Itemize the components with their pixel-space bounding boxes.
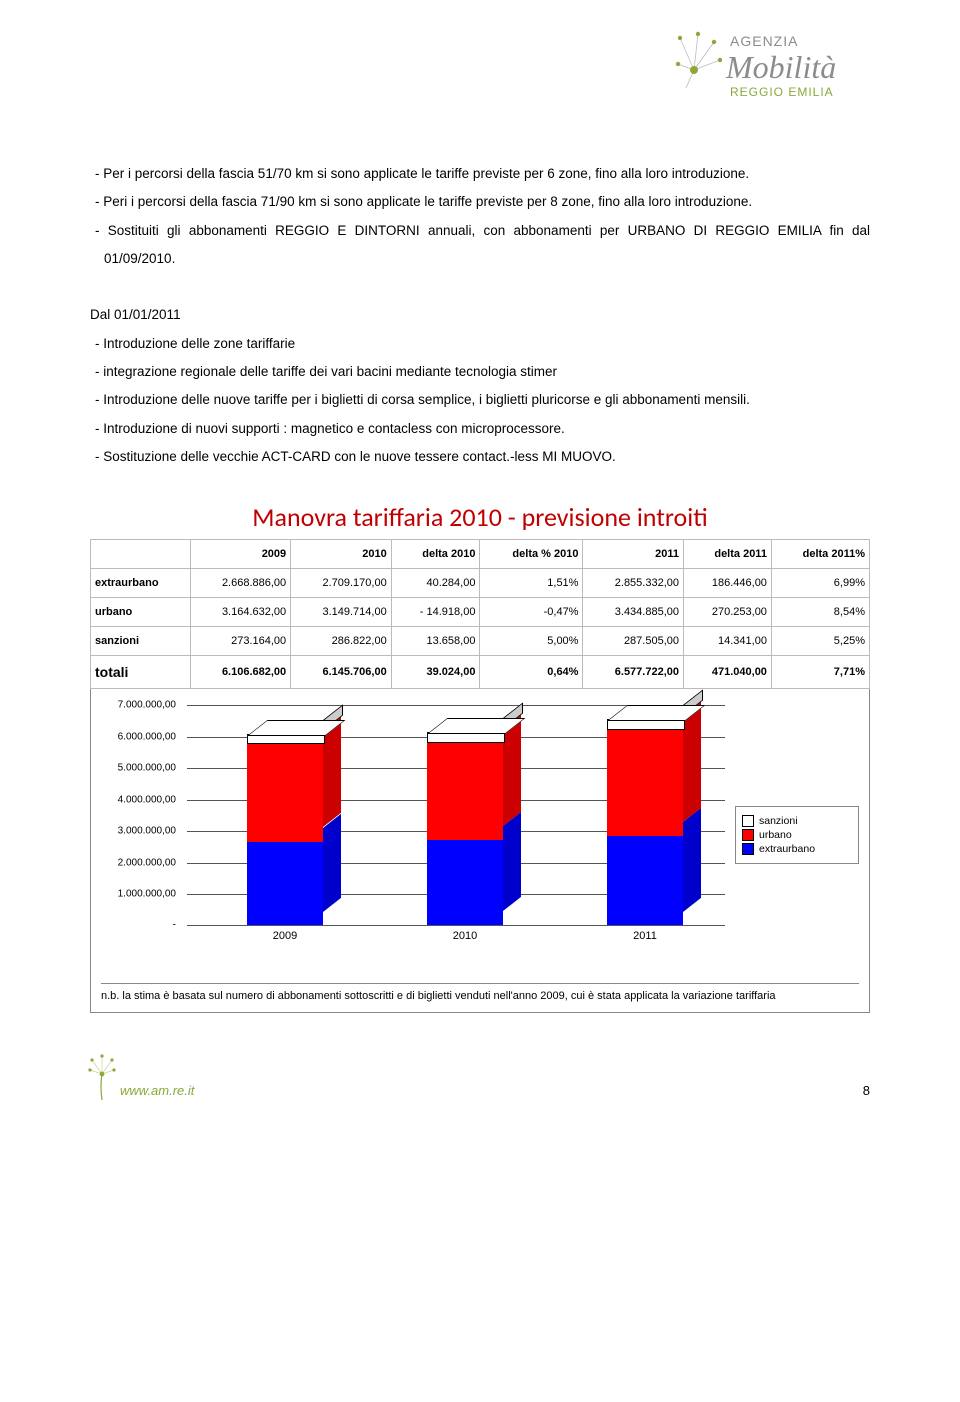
revenue-chart: - 1.000.000,00 2.000.000,00 3.000.000,00 4.0… [90, 689, 870, 1013]
table-cell: 40.284,00 [391, 569, 480, 598]
legend-item: extraurbano [742, 843, 852, 855]
logo-line2: Mobilità [725, 49, 836, 85]
bullet-2: - Peri i percorsi della fascia 71/90 km … [90, 188, 870, 216]
legend-label: sanzioni [759, 815, 798, 827]
chart-y-tick: 7.000.000,00 [101, 700, 176, 711]
chart-y-tick: 3.000.000,00 [101, 826, 176, 837]
bullet-7: - Introduzione di nuovi supporti : magne… [90, 415, 870, 443]
legend-swatch [742, 815, 754, 827]
table-cell: 286.822,00 [291, 627, 392, 656]
chart-y-tick: - [101, 920, 176, 931]
bullet-1: - Per i percorsi della fascia 51/70 km s… [90, 160, 870, 188]
table-header: delta 2011 [684, 540, 772, 569]
table-row: sanzioni273.164,00286.822,0013.658,005,0… [91, 627, 870, 656]
table-cell: totali [91, 656, 191, 689]
footer-url: www.am.re.it [120, 1083, 194, 1098]
chart-x-label: 2009 [240, 930, 330, 942]
logo-line3: REGGIO EMILIA [730, 85, 834, 99]
legend-item: sanzioni [742, 815, 852, 827]
table-cell: 2.709.170,00 [291, 569, 392, 598]
legend-swatch [742, 843, 754, 855]
chart-bar-segment [427, 732, 503, 741]
table-cell: 3.434.885,00 [583, 598, 684, 627]
table-header: 2011 [583, 540, 684, 569]
chart-y-tick: 1.000.000,00 [101, 889, 176, 900]
table-cell: 1,51% [480, 569, 583, 598]
table-cell: 5,00% [480, 627, 583, 656]
footer-dandelion-icon [84, 1050, 120, 1100]
table-row-total: totali6.106.682,006.145.706,0039.024,000… [91, 656, 870, 689]
table-cell: - 14.918,00 [391, 598, 480, 627]
page-footer: www.am.re.it 8 [90, 1083, 870, 1098]
chart-bar-segment [427, 741, 503, 840]
table-cell: 186.446,00 [684, 569, 772, 598]
bullet-8: - Sostituzione delle vecchie ACT-CARD co… [90, 443, 870, 471]
table-cell: 3.149.714,00 [291, 598, 392, 627]
legend-item: urbano [742, 829, 852, 841]
table-cell: 39.024,00 [391, 656, 480, 689]
chart-legend: sanzioni urbano extraurbano [735, 806, 859, 864]
chart-gridline [187, 925, 725, 926]
legend-label: extraurbano [759, 843, 815, 855]
chart-bar-segment [607, 728, 683, 836]
table-cell: 6.145.706,00 [291, 656, 392, 689]
table-header: delta 2011% [771, 540, 869, 569]
table-cell: 273.164,00 [190, 627, 291, 656]
chart-bar-segment [247, 842, 323, 926]
legend-label: urbano [759, 829, 792, 841]
chart-bar-segment [247, 742, 323, 841]
chart-bar-segment [607, 719, 683, 728]
table-cell: 3.164.632,00 [190, 598, 291, 627]
legend-swatch [742, 829, 754, 841]
page-number: 8 [863, 1083, 870, 1098]
table-header: delta 2010 [391, 540, 480, 569]
table-header: delta % 2010 [480, 540, 583, 569]
chart-x-label: 2010 [420, 930, 510, 942]
table-header: 2010 [291, 540, 392, 569]
table-row: extraurbano2.668.886,002.709.170,0040.28… [91, 569, 870, 598]
table-cell: 13.658,00 [391, 627, 480, 656]
table-cell: 2.668.886,00 [190, 569, 291, 598]
chart-y-tick: 2.000.000,00 [101, 857, 176, 868]
bullet-4: - Introduzione delle zone tariffarie [90, 330, 870, 358]
table-cell: extraurbano [91, 569, 191, 598]
bullet-5: - integrazione regionale delle tariffe d… [90, 358, 870, 386]
table-cell: 7,71% [771, 656, 869, 689]
table-cell: 14.341,00 [684, 627, 772, 656]
chart-y-tick: 4.000.000,00 [101, 794, 176, 805]
revenue-table: 20092010delta 2010delta % 20102011delta … [90, 539, 870, 689]
chart-bar-segment [427, 840, 503, 925]
section-heading: Dal 01/01/2011 [90, 301, 870, 329]
table-cell: 6,99% [771, 569, 869, 598]
table-cell: 0,64% [480, 656, 583, 689]
chart-y-tick: 5.000.000,00 [101, 763, 176, 774]
table-cell: 6.577.722,00 [583, 656, 684, 689]
table-header: 2009 [190, 540, 291, 569]
bullet-6: - Introduzione delle nuove tariffe per i… [90, 386, 870, 414]
chart-bar-segment [607, 836, 683, 926]
table-cell: urbano [91, 598, 191, 627]
chart-bar-segment [247, 734, 323, 743]
logo-line1: AGENZIA [730, 33, 798, 49]
table-cell: 6.106.682,00 [190, 656, 291, 689]
chart-x-label: 2011 [600, 930, 690, 942]
table-cell: sanzioni [91, 627, 191, 656]
document-body: - Per i percorsi della fascia 51/70 km s… [90, 160, 870, 471]
table-cell: 8,54% [771, 598, 869, 627]
table-cell: -0,47% [480, 598, 583, 627]
table-cell: 2.855.332,00 [583, 569, 684, 598]
table-cell: 287.505,00 [583, 627, 684, 656]
table-cell: 471.040,00 [684, 656, 772, 689]
table-cell: 5,25% [771, 627, 869, 656]
bullet-3: - Sostituiti gli abbonamenti REGGIO E DI… [90, 217, 870, 274]
chart-y-tick: 6.000.000,00 [101, 731, 176, 742]
table-cell: 270.253,00 [684, 598, 772, 627]
table-title: Manovra tariffaria 2010 - previsione int… [90, 501, 870, 533]
chart-footnote: n.b. la stima è basata sul numero di abb… [101, 983, 859, 1002]
table-header [91, 540, 191, 569]
header-logo: AGENZIA Mobilità REGGIO EMILIA [670, 20, 870, 110]
table-row: urbano3.164.632,003.149.714,00- 14.918,0… [91, 598, 870, 627]
